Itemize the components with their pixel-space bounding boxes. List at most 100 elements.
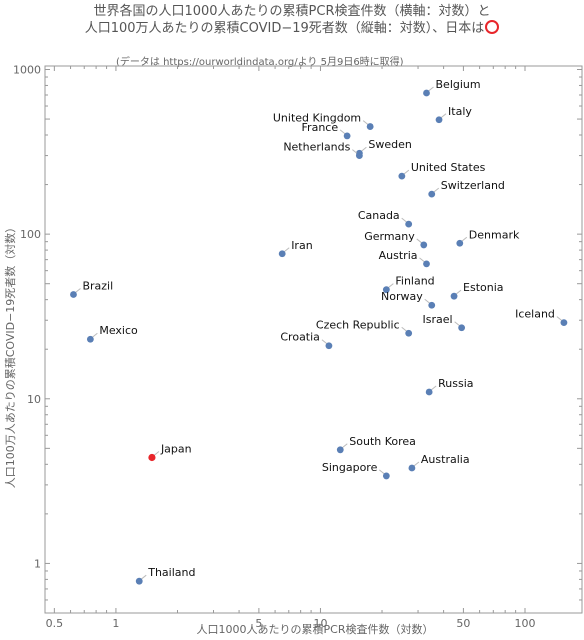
point-italy bbox=[435, 116, 443, 124]
leader-line-iceland bbox=[556, 316, 563, 322]
point-iceland bbox=[560, 319, 568, 327]
y-tick-label: 1000 bbox=[13, 63, 41, 76]
leader-line-united-kingdom bbox=[362, 120, 369, 125]
point-croatia bbox=[325, 342, 333, 350]
point-label-thailand: Thailand bbox=[147, 566, 195, 579]
point-label-estonia: Estonia bbox=[463, 281, 504, 294]
leader-line-croatia bbox=[321, 339, 328, 345]
leader-line-estonia bbox=[455, 289, 462, 295]
point-australia bbox=[408, 464, 416, 472]
point-label-singapore: Singapore bbox=[322, 461, 378, 474]
point-united-kingdom bbox=[366, 123, 374, 130]
point-label-united-kingdom: United Kingdom bbox=[273, 112, 361, 125]
leader-line-mexico bbox=[92, 332, 98, 338]
point-switzerland bbox=[428, 190, 436, 198]
data-source-note: (データは https://ourworldindata.org/より 5月9日… bbox=[116, 57, 404, 68]
point-japan bbox=[148, 453, 156, 462]
point-united-states bbox=[398, 172, 406, 180]
point-germany bbox=[420, 241, 428, 249]
leader-line-australia bbox=[413, 461, 420, 467]
leader-line-finland bbox=[388, 283, 394, 289]
point-label-brazil: Brazil bbox=[82, 279, 113, 292]
point-label-austria: Austria bbox=[379, 249, 418, 262]
point-netherlands bbox=[355, 152, 363, 159]
point-label-russia: Russia bbox=[438, 377, 473, 390]
leader-line-russia bbox=[430, 385, 437, 391]
plot-frame bbox=[44, 65, 583, 614]
leader-line-netherlands bbox=[352, 149, 358, 154]
leader-line-switzerland bbox=[433, 187, 440, 193]
point-denmark bbox=[456, 239, 464, 247]
leader-line-united-states bbox=[403, 169, 410, 175]
point-label-mexico: Mexico bbox=[99, 324, 138, 337]
point-label-france: France bbox=[302, 121, 339, 134]
y-tick-label: 10 bbox=[27, 393, 41, 406]
leader-line-austria bbox=[419, 257, 425, 263]
point-canada bbox=[405, 220, 413, 228]
point-israel bbox=[458, 324, 466, 332]
point-south-korea bbox=[336, 446, 344, 454]
chart-title-line2: 人口100万人あたりの累積COVID−19死者数（縦軸：対数）、日本は bbox=[0, 20, 584, 37]
point-norway bbox=[428, 301, 436, 309]
chart-title-line1-text: 世界各国の人口1000人あたりの累積PCR検査件数（横軸：対数）と bbox=[93, 4, 491, 19]
leader-line-canada bbox=[401, 217, 407, 223]
point-belgium bbox=[423, 89, 430, 97]
point-label-iceland: Iceland bbox=[515, 308, 555, 321]
x-tick-label: 5 bbox=[255, 617, 262, 630]
leader-line-czech-republic bbox=[401, 326, 407, 332]
point-label-italy: Italy bbox=[448, 105, 472, 118]
point-label-croatia: Croatia bbox=[280, 331, 320, 344]
point-label-japan: Japan bbox=[160, 442, 192, 455]
point-label-finland: Finland bbox=[395, 275, 434, 288]
point-estonia bbox=[450, 292, 458, 300]
japan-marker-icon bbox=[485, 20, 500, 34]
point-finland bbox=[382, 286, 390, 294]
point-label-australia: Australia bbox=[421, 453, 470, 466]
point-label-united-states: United States bbox=[411, 161, 486, 174]
point-iran bbox=[278, 250, 286, 258]
x-tick-label: 50 bbox=[456, 617, 470, 630]
leader-line-iran bbox=[283, 247, 290, 253]
point-czech-republic bbox=[405, 329, 413, 337]
leader-line-italy bbox=[440, 113, 447, 119]
x-tick-label: 10 bbox=[313, 617, 327, 630]
point-austria bbox=[423, 260, 430, 268]
x-axis-label: 人口1000人あたりの累積PCR検査件数（対数） bbox=[197, 622, 434, 636]
y-tick-label: 100 bbox=[20, 228, 41, 241]
y-tick-label: 1 bbox=[34, 557, 41, 570]
point-label-sweden: Sweden bbox=[368, 138, 411, 151]
point-thailand bbox=[135, 577, 143, 585]
point-brazil bbox=[70, 291, 77, 298]
leader-line-japan bbox=[153, 451, 160, 456]
point-label-iran: Iran bbox=[291, 239, 313, 252]
point-label-denmark: Denmark bbox=[469, 228, 520, 241]
leader-line-brazil bbox=[75, 288, 81, 293]
leader-line-singapore bbox=[379, 469, 385, 475]
point-singapore bbox=[382, 472, 390, 480]
point-russia bbox=[425, 388, 433, 396]
leader-line-south-korea bbox=[341, 443, 348, 449]
leader-line-germany bbox=[416, 238, 423, 244]
point-label-germany: Germany bbox=[364, 230, 415, 243]
point-label-norway: Norway bbox=[381, 290, 423, 303]
y-axis-label: 人口100万人あたりの累積COVID−19死者数（対数） bbox=[3, 222, 17, 489]
x-tick-label: 1 bbox=[112, 617, 119, 630]
point-france bbox=[343, 132, 351, 140]
point-mexico bbox=[86, 335, 94, 343]
chart-axes: 0.5 1 5 10 50 100 1 10 100 1000 bbox=[13, 63, 583, 630]
leader-line-sweden bbox=[361, 146, 367, 152]
chart-title-line1: 世界各国の人口1000人あたりの累積PCR検査件数（横軸：対数）と bbox=[0, 3, 584, 20]
leader-line-france bbox=[339, 129, 346, 135]
point-label-south-korea: South Korea bbox=[349, 435, 416, 448]
leader-line-thailand bbox=[140, 574, 147, 580]
point-label-czech-republic: Czech Republic bbox=[316, 318, 400, 331]
point-label-switzerland: Switzerland bbox=[441, 179, 505, 192]
x-tick-label: 0.5 bbox=[46, 617, 64, 630]
x-tick-label: 100 bbox=[514, 617, 535, 630]
point-label-netherlands: Netherlands bbox=[283, 141, 350, 154]
point-label-israel: Israel bbox=[423, 313, 453, 326]
leader-line-denmark bbox=[461, 236, 468, 242]
point-label-belgium: Belgium bbox=[436, 78, 481, 91]
